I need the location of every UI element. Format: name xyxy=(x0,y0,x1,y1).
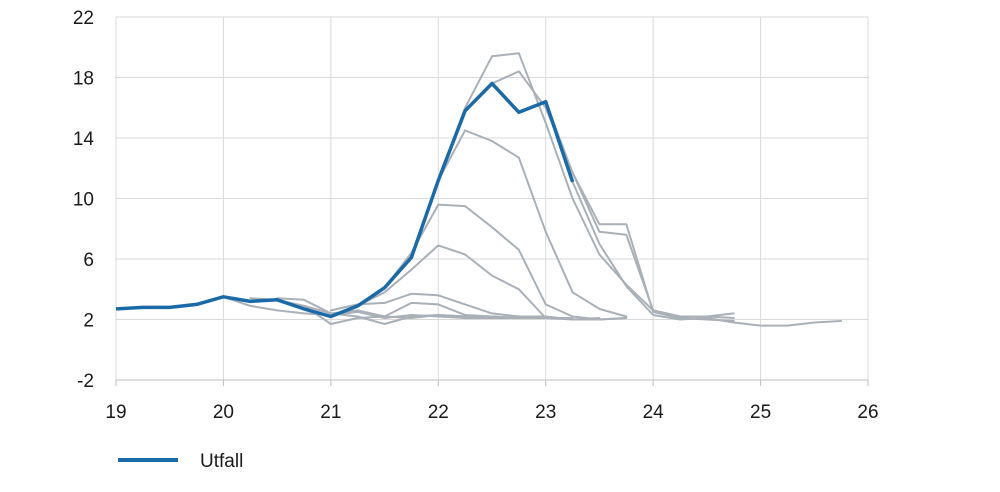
forecast-series-line xyxy=(356,244,628,321)
legend-label-utfall: Utfall xyxy=(200,451,243,472)
x-tick-label: 25 xyxy=(750,402,771,423)
y-tick-label: 2 xyxy=(83,311,94,332)
legend: Utfall xyxy=(118,451,243,472)
forecast-lines xyxy=(222,52,843,327)
x-tick-label: 23 xyxy=(535,402,556,423)
grid xyxy=(115,16,869,381)
x-tick-label: 24 xyxy=(643,402,665,423)
x-tick-label: 20 xyxy=(213,402,234,423)
y-tick-label: 10 xyxy=(73,190,94,211)
forecast-series-line xyxy=(464,70,735,319)
x-tick-label: 26 xyxy=(857,402,878,423)
forecast-series-line xyxy=(303,301,574,325)
y-tick-label: 22 xyxy=(73,8,94,29)
x-tick-label: 21 xyxy=(320,402,341,423)
x-tick-label: 22 xyxy=(428,402,449,423)
forecast-series-line xyxy=(222,295,520,319)
forecast-series-line xyxy=(410,129,628,318)
y-tick-label: 14 xyxy=(73,129,95,150)
forecast-series-line xyxy=(383,203,628,321)
x-tick-label: 19 xyxy=(105,402,126,423)
y-tick-label: -2 xyxy=(77,371,94,392)
utfall-series-line xyxy=(115,81,575,319)
forecast-series-line xyxy=(517,100,735,322)
y-tick-label: 18 xyxy=(73,69,94,90)
y-tick-label: 6 xyxy=(83,250,94,271)
highlight-line-group xyxy=(115,81,575,319)
forecast-series-line xyxy=(544,100,843,327)
